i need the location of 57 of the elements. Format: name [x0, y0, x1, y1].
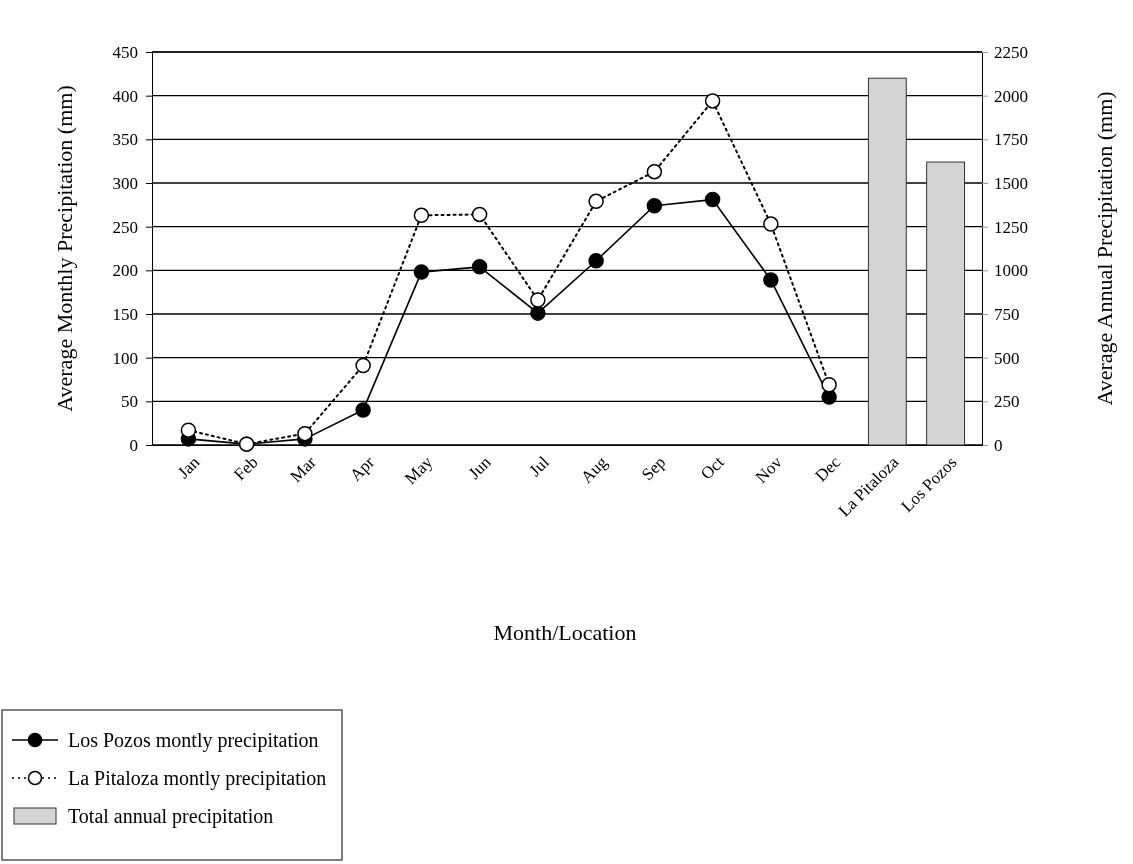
x-tick-label: Jan	[173, 452, 204, 483]
x-tick-label: Aug	[577, 452, 612, 487]
y2-axis-title: Average Annual Precipitation (mm)	[1092, 91, 1117, 406]
x-tick-label: May	[400, 452, 437, 489]
y2-tick-label: 1750	[994, 130, 1028, 150]
y2-tick-label: 750	[994, 304, 1020, 324]
x-tick-label: Jun	[464, 452, 496, 483]
y2-tick-label: 0	[994, 435, 1003, 455]
point	[646, 163, 663, 180]
y-tick-label: 150	[112, 304, 138, 324]
point	[588, 193, 604, 210]
point	[413, 264, 430, 280]
point	[180, 422, 197, 438]
y-tick-label: 250	[112, 217, 138, 237]
y2-tick-label: 250	[994, 392, 1020, 412]
x-tick-label: Jul	[525, 452, 554, 481]
y2-tick-label: 2250	[994, 42, 1028, 62]
legend-label: Los Pozos montly precipitation	[68, 729, 319, 752]
point	[297, 425, 313, 442]
legend-label: La Pitaloza montly precipitation	[68, 767, 327, 790]
y-tick-label: 350	[112, 130, 138, 150]
point	[704, 93, 721, 109]
y-tick-label: 100	[112, 348, 138, 368]
y-tick-label: 400	[112, 86, 138, 106]
point	[355, 357, 371, 374]
x-tick-label: Dec	[811, 452, 845, 486]
point	[355, 402, 371, 418]
y-tick-label: 50	[121, 392, 138, 412]
y2-tick-label: 2000	[994, 86, 1028, 106]
x-tick-label: Apr	[346, 452, 379, 485]
y2-tick-label: 1500	[994, 173, 1028, 193]
x-tick-label: Sep	[637, 452, 670, 485]
x-tick-label: Feb	[230, 452, 262, 485]
y2-tick-label: 1000	[994, 261, 1028, 281]
x-axis-title: Month/Location	[493, 620, 637, 645]
point	[530, 305, 546, 321]
y-tick-label: 200	[112, 261, 138, 281]
y-axis-title: Average Monthly Precipitation (mm)	[52, 85, 77, 412]
y2-tick-label: 1250	[994, 217, 1028, 237]
point	[763, 272, 779, 288]
point	[530, 292, 546, 308]
point	[646, 197, 663, 214]
y-tick-label: 450	[112, 42, 138, 62]
point	[471, 259, 488, 275]
y2-tick-label: 500	[994, 348, 1020, 368]
point	[821, 376, 837, 393]
point	[763, 216, 779, 232]
point	[471, 206, 488, 223]
legend-label: Total annual precipitation	[68, 805, 274, 828]
x-tick-label: Oct	[696, 452, 728, 484]
y-tick-label: 300	[112, 173, 138, 193]
point	[704, 191, 721, 208]
x-tick-label: Nov	[751, 452, 787, 487]
y-tick-label: 0	[129, 435, 138, 455]
x-tick-label: Mar	[286, 452, 321, 487]
point	[588, 252, 604, 269]
point	[413, 207, 430, 224]
